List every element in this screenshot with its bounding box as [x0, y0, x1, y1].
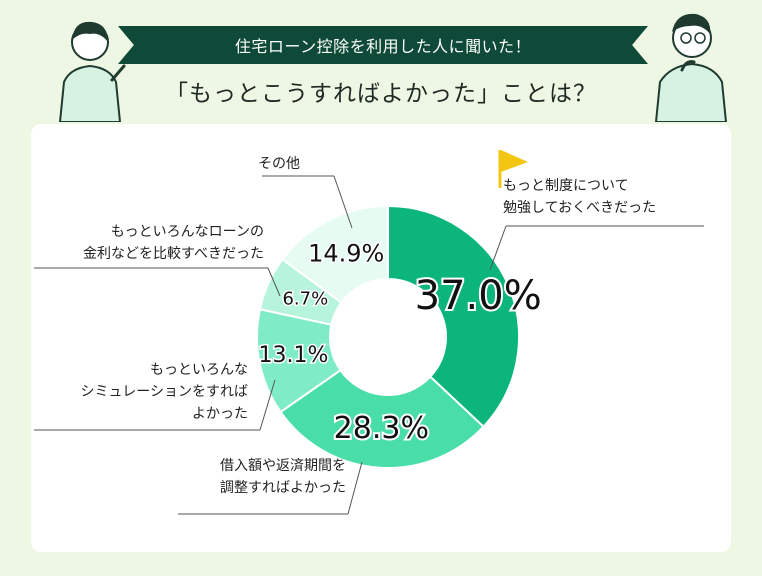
chart-card: [31, 124, 731, 552]
slice-value-label: 28.3%: [334, 411, 429, 446]
leader-line: [347, 461, 363, 515]
category-label: もっといろんなシミュレーションをすればよかった: [81, 362, 248, 422]
donut-slice: [279, 368, 485, 469]
slice-value-label: 6.7%: [282, 289, 328, 310]
donut-slice: [281, 204, 389, 305]
leader-line: [333, 175, 353, 229]
leader-line: [267, 267, 281, 297]
leader-line: [489, 225, 507, 271]
chart-subtitle: 「もっとこうすればよかった」ことは？: [165, 81, 597, 107]
category-label: 借入額や返済期間を調整すればよかった: [220, 458, 346, 496]
slice-value-label: 37.0%: [415, 273, 542, 319]
slice-value-label: 14.9%: [308, 239, 384, 267]
woman-illustration: [58, 21, 126, 122]
category-label: その他: [258, 156, 300, 172]
slice-value-label: 13.1%: [259, 343, 329, 368]
leader-line: [259, 379, 276, 431]
man-illustration: [654, 13, 728, 122]
banner-text: 住宅ローン控除を利用した人に聞いた！: [234, 37, 532, 56]
category-label: もっといろんなローンの金利などを比較すべきだった: [83, 224, 264, 262]
donut-slice: [387, 204, 520, 429]
category-label: もっと制度について勉強しておくべきだった: [503, 178, 656, 216]
flag-icon: [498, 150, 528, 188]
title-banner: 住宅ローン控除を利用した人に聞いた！: [118, 26, 648, 64]
